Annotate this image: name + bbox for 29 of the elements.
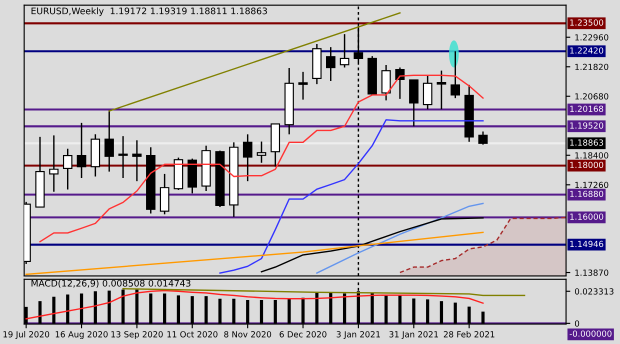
y-tick-label: 1.18400 (575, 152, 608, 159)
chart-title: MACD(12,26,9) 0.008508 0.014743 (32, 280, 190, 288)
ref-line-label: 1.19520 (570, 122, 604, 129)
x-tick-label: 11 Oct 2020 (167, 331, 218, 338)
ref-line-label: 1.16880 (570, 190, 604, 198)
ref-line-label: 1.16000 (570, 214, 604, 220)
x-tick-label: 16 Aug 2020 (56, 331, 108, 340)
ref-line-label: 1.18863 (570, 139, 604, 146)
x-tick-label: 8 Nov 2020 (224, 331, 272, 338)
ref-line-label: 1.14946 (570, 240, 604, 248)
y-tick-label: 1.17260 (575, 182, 608, 188)
ref-line-label: 1.20168 (570, 106, 604, 112)
y-tick-label: 1.20680 (575, 93, 608, 100)
ref-line-label: 1.22420 (570, 47, 604, 54)
x-tick-label: 6 Dec 2020 (280, 331, 326, 338)
y-tick-label: 0.023313 (574, 288, 614, 295)
ref-line-label: 1.18000 (570, 162, 604, 168)
chart-title: EURUSD,Weekly 1.19172 1.19319 1.18811 1.18863 (32, 7, 267, 16)
x-tick-label: 31 Jan 2021 (389, 331, 438, 339)
y-tick-label: 0 (574, 320, 580, 327)
ref-line-label: 1.23500 (570, 19, 604, 26)
x-tick-label: 28 Feb 2021 (444, 330, 494, 338)
y-tick-label: 1.21820 (575, 64, 608, 70)
x-tick-label: 19 Jul 2020 (3, 330, 50, 339)
x-tick-label: 13 Sep 2020 (111, 331, 163, 340)
y-tick-label: 1.22960 (575, 34, 608, 41)
x-tick-label: 3 Jan 2021 (336, 331, 380, 339)
ref-line-label: -0.000000 (570, 330, 612, 337)
y-tick-label: 1.13870 (575, 270, 608, 276)
